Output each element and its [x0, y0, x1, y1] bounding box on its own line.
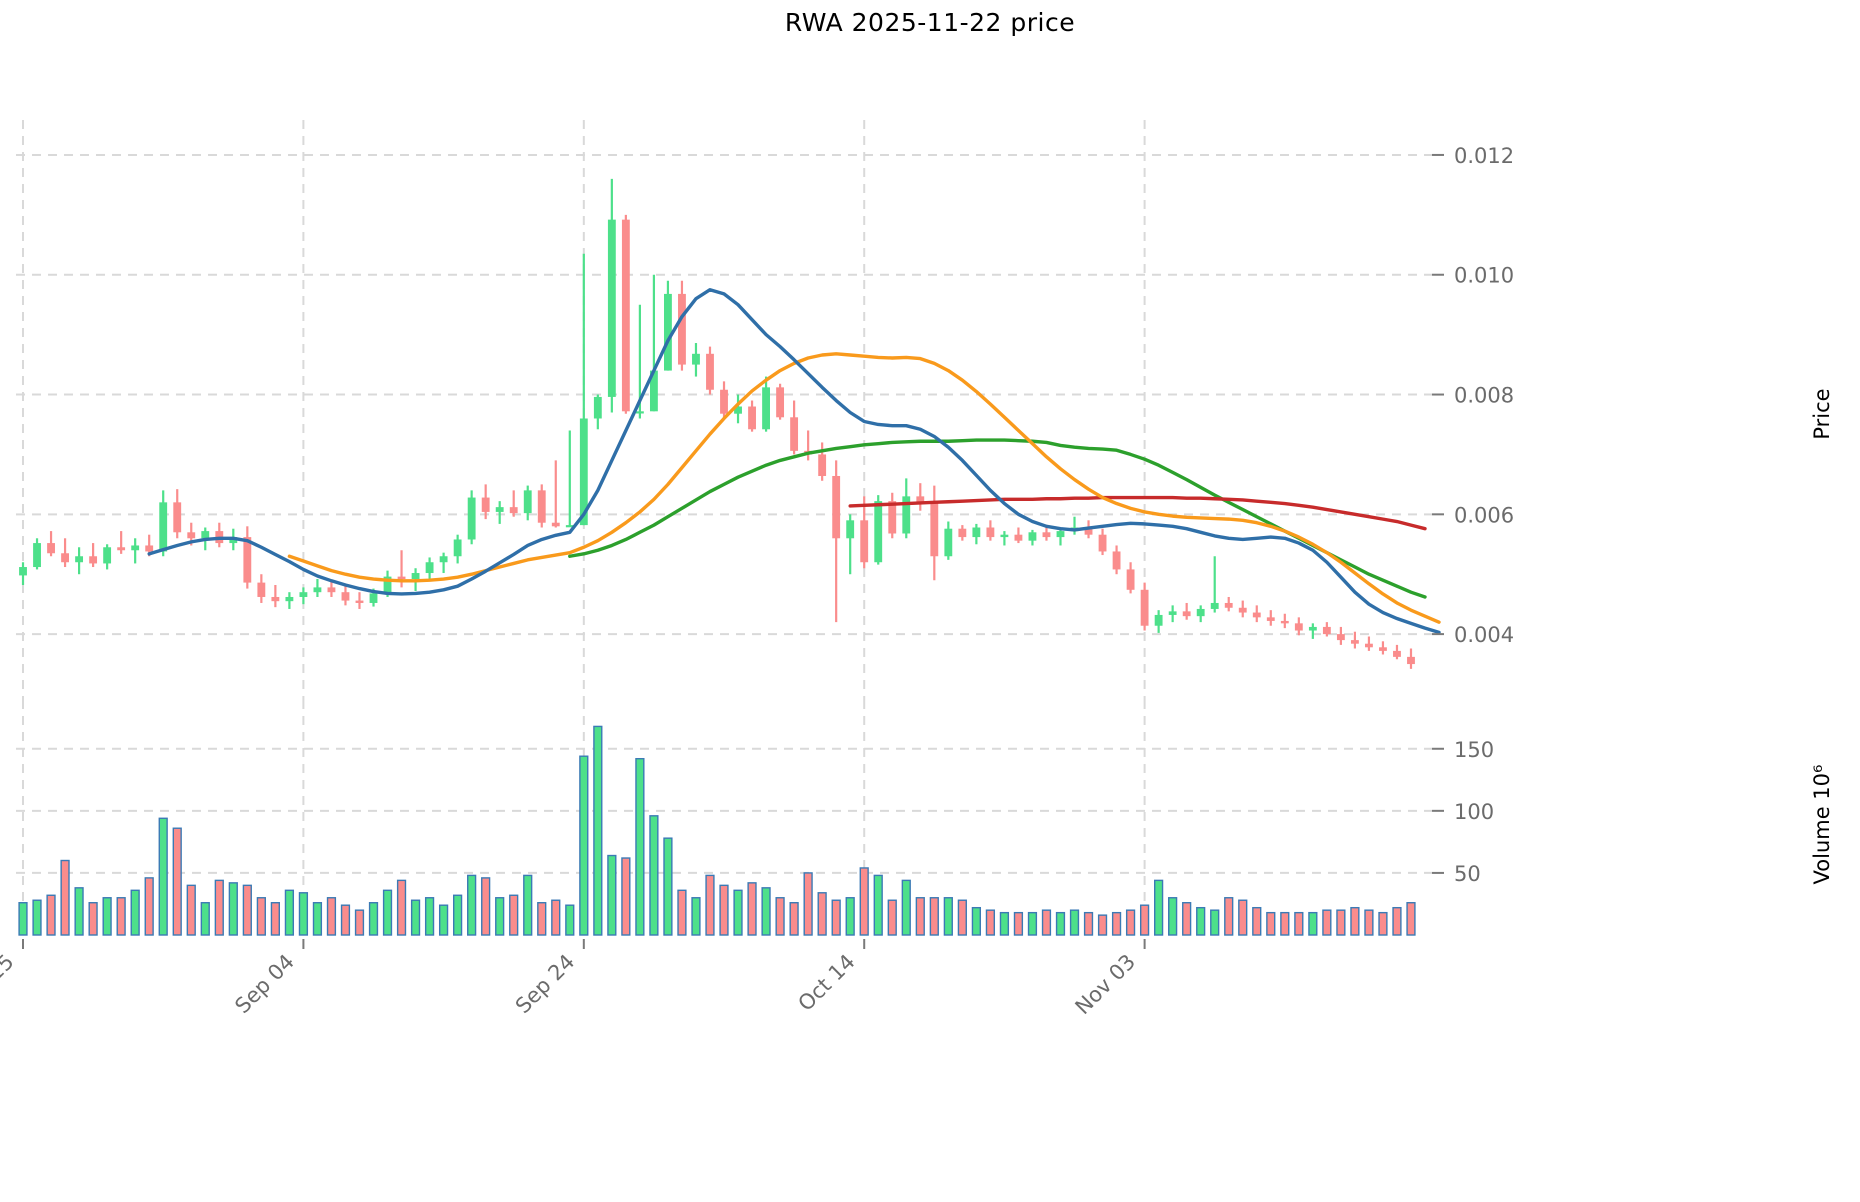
- price-tick-label: 0.008: [1454, 384, 1514, 408]
- price-tick-label: 0.004: [1454, 623, 1514, 647]
- volume-bars: [18, 725, 1416, 936]
- volume-tick-label: 100: [1454, 800, 1494, 824]
- date-tick-label: Oct 14: [793, 950, 859, 1016]
- volume-tick-label: 50: [1454, 862, 1481, 886]
- page-title: RWA 2025-11-22 price: [784, 8, 1076, 37]
- price-tick-label: 0.006: [1454, 503, 1514, 527]
- date-tick-label: Sep 24: [511, 950, 580, 1019]
- price-tick-label: 0.012: [1454, 144, 1514, 168]
- grid-lines: [16, 120, 1432, 939]
- candlesticks: [19, 178, 1415, 669]
- date-tick-label: Nov 03: [1071, 950, 1141, 1020]
- moving-averages: [147, 288, 1441, 635]
- date-tick-label: Aug 15: [0, 950, 19, 1020]
- volume-axis-ticks: 150 100 50: [1432, 738, 1494, 886]
- price-axis-ticks: 0.012 0.010 0.008 0.006 0.004: [1432, 144, 1514, 647]
- volume-tick-label: 150: [1454, 738, 1494, 762]
- price-tick-label: 0.010: [1454, 264, 1514, 288]
- date-tick-label: Sep 04: [230, 950, 299, 1019]
- axis-titles: Price Volume 10⁶: [1810, 388, 1834, 884]
- date-axis-ticks: Aug 15 Sep 04 Sep 24 Oct 14 Nov 03: [0, 939, 1146, 1020]
- volume-axis-title: Volume 10⁶: [1810, 765, 1834, 885]
- price-axis-title: Price: [1810, 388, 1834, 439]
